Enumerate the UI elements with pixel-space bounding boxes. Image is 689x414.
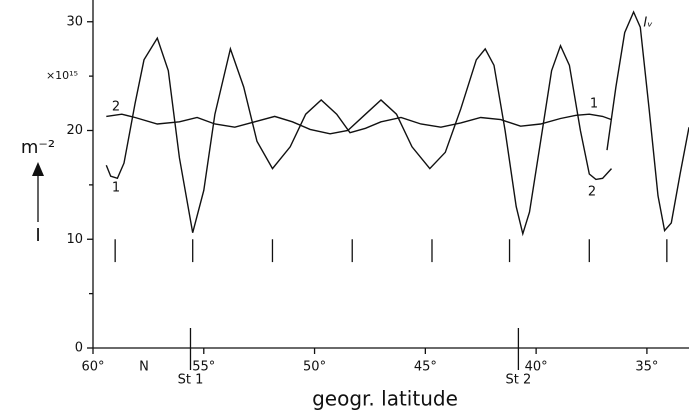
x-tick-label: 40° [525, 360, 548, 375]
y-tick-label: 10 [66, 232, 83, 247]
x-tick-label: 50° [303, 360, 326, 375]
curve [105, 36, 612, 233]
x-axis-label: geogr. latitude [312, 387, 458, 411]
y-axis-symbol: I [35, 225, 40, 246]
curve-label: 2 [112, 100, 120, 115]
x-tick-label: 55° [192, 360, 215, 375]
y-scale-label: ×10¹⁵ [46, 69, 78, 82]
y-axis-label: m⁻² [21, 137, 55, 158]
curve-label: Iᵥ [643, 16, 652, 31]
curve-label: 1 [112, 181, 120, 196]
curve-label: 1 [590, 97, 598, 112]
x-tick-label: 60° [81, 360, 104, 375]
x-tick-label: 45° [414, 360, 437, 375]
y-tick-label: 20 [66, 123, 83, 138]
curve-label: 2 [588, 185, 596, 200]
north-label: N [139, 360, 149, 375]
y-tick-label: 30 [66, 14, 83, 29]
arrow-head [32, 162, 44, 176]
x-tick-label: 35° [635, 360, 658, 375]
station-label: St 2 [506, 373, 532, 388]
curve [106, 43, 613, 237]
curve [606, 10, 689, 233]
station-label: St 1 [178, 373, 204, 388]
y-tick-label: 0 [75, 341, 83, 356]
